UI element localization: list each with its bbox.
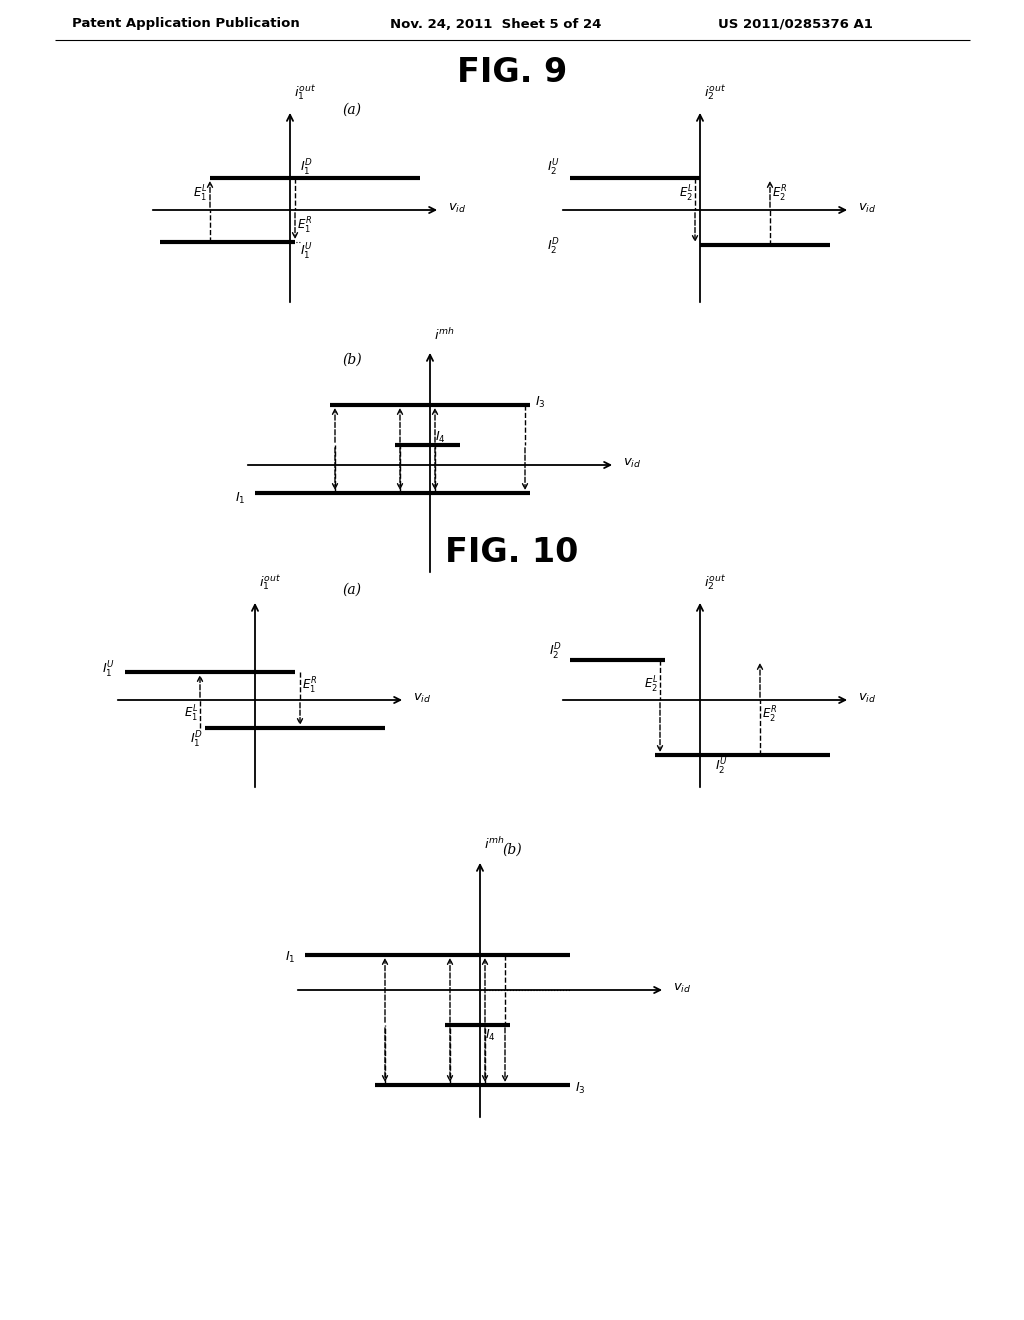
Text: FIG. 10: FIG. 10 <box>445 536 579 569</box>
Text: $v_{id}$: $v_{id}$ <box>858 692 877 705</box>
Text: $i^{mh}$: $i^{mh}$ <box>434 327 455 343</box>
Text: $I_1^D$: $I_1^D$ <box>190 730 203 750</box>
Text: $I_3$: $I_3$ <box>575 1081 586 1096</box>
Text: $i_2^{out}$: $i_2^{out}$ <box>705 574 726 593</box>
Text: $I_2^D$: $I_2^D$ <box>547 238 560 257</box>
Text: US 2011/0285376 A1: US 2011/0285376 A1 <box>718 17 872 30</box>
Text: $E_2^R$: $E_2^R$ <box>762 705 777 725</box>
Text: $v_{id}$: $v_{id}$ <box>623 457 641 470</box>
Text: (a): (a) <box>342 103 361 117</box>
Text: $i_1^{out}$: $i_1^{out}$ <box>294 84 316 103</box>
Text: $E_2^R$: $E_2^R$ <box>772 183 787 205</box>
Text: $v_{id}$: $v_{id}$ <box>449 202 466 215</box>
Text: $I_2^D$: $I_2^D$ <box>549 642 562 663</box>
Text: $E_2^L$: $E_2^L$ <box>644 675 658 696</box>
Text: $E_2^L$: $E_2^L$ <box>679 183 693 205</box>
Text: Patent Application Publication: Patent Application Publication <box>72 17 300 30</box>
Text: $v_{id}$: $v_{id}$ <box>413 692 431 705</box>
Text: $I_2^U$: $I_2^U$ <box>715 756 728 777</box>
Text: $I_1$: $I_1$ <box>285 949 295 965</box>
Text: $E_1^L$: $E_1^L$ <box>183 704 198 725</box>
Text: $I_1^U$: $I_1^U$ <box>102 660 115 680</box>
Text: $i^{mh}$: $i^{mh}$ <box>484 836 505 851</box>
Text: $I_1$: $I_1$ <box>234 491 245 506</box>
Text: $I_4$: $I_4$ <box>435 429 445 445</box>
Text: $i_2^{out}$: $i_2^{out}$ <box>705 84 726 103</box>
Text: (b): (b) <box>342 352 361 367</box>
Text: Nov. 24, 2011  Sheet 5 of 24: Nov. 24, 2011 Sheet 5 of 24 <box>390 17 601 30</box>
Text: $E_1^R$: $E_1^R$ <box>297 216 312 236</box>
Text: $I_1^U$: $I_1^U$ <box>300 242 312 263</box>
Text: (b): (b) <box>502 843 522 857</box>
Text: $v_{id}$: $v_{id}$ <box>673 982 691 994</box>
Text: $E_1^R$: $E_1^R$ <box>302 676 317 696</box>
Text: $E_1^L$: $E_1^L$ <box>193 183 207 205</box>
Text: $v_{id}$: $v_{id}$ <box>858 202 877 215</box>
Text: $I_4$: $I_4$ <box>485 1027 496 1043</box>
Text: $i_1^{out}$: $i_1^{out}$ <box>259 574 282 593</box>
Text: $I_2^U$: $I_2^U$ <box>547 158 560 178</box>
Text: FIG. 9: FIG. 9 <box>457 55 567 88</box>
Text: $I_1^D$: $I_1^D$ <box>300 158 313 178</box>
Text: (a): (a) <box>342 583 361 597</box>
Text: $I_3$: $I_3$ <box>535 395 546 409</box>
